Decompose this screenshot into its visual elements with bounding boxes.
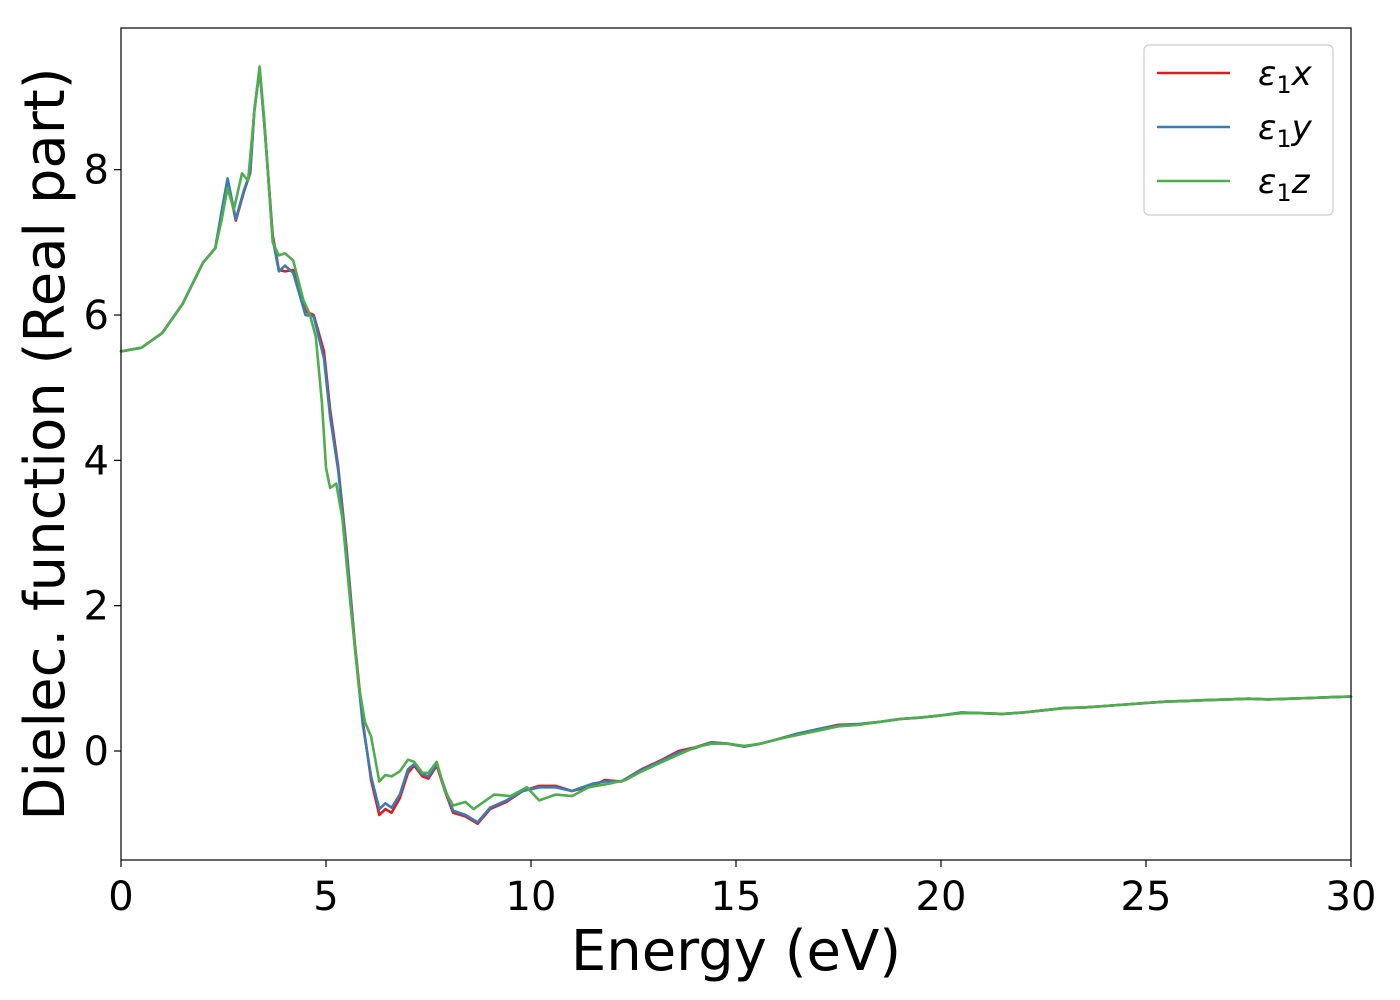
x-tick-label: 5	[313, 874, 338, 920]
y-tick-label: 2	[84, 584, 109, 630]
y-axis-title: Dielec. function (Real part)	[13, 67, 78, 820]
legend-label-x: ε1x	[1258, 54, 1313, 99]
y-tick-label: 0	[84, 729, 109, 775]
x-tick-label: 30	[1326, 874, 1377, 920]
legend-box	[1143, 44, 1334, 216]
series-line-z	[119, 65, 1353, 811]
legend-label-y: ε1y	[1258, 108, 1313, 153]
x-tick-label: 0	[108, 874, 133, 920]
y-axis-ticks: 0 2 4 6 8	[84, 148, 121, 775]
x-tick-label: 15	[711, 874, 762, 920]
legend: ε1x ε1y ε1z	[1143, 44, 1334, 216]
series-layer	[119, 65, 1353, 825]
y-tick-label: 6	[84, 293, 109, 339]
x-tick-label: 20	[916, 874, 967, 920]
x-axis-title: Energy (eV)	[571, 919, 901, 984]
x-tick-label: 25	[1121, 874, 1172, 920]
y-tick-label: 8	[84, 148, 109, 194]
x-tick-label: 10	[506, 874, 557, 920]
legend-label-z: ε1z	[1258, 162, 1311, 207]
y-tick-label: 4	[84, 438, 109, 484]
x-axis-ticks: 0 5 10 15 20 25 30	[108, 860, 1376, 920]
